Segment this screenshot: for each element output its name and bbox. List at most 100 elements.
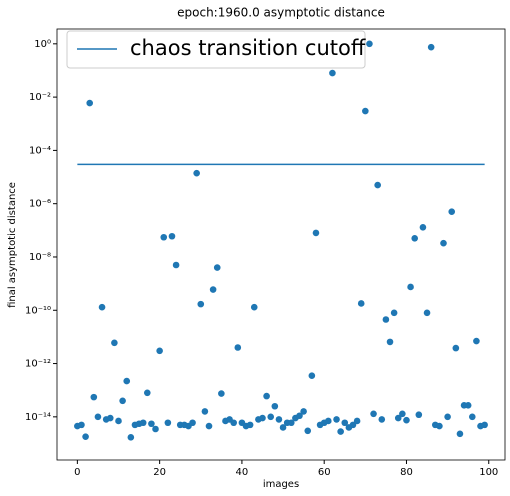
point xyxy=(444,413,451,421)
point xyxy=(337,428,344,435)
y-tick-label: 10⁻⁴ xyxy=(29,145,51,156)
point xyxy=(246,421,254,429)
point xyxy=(213,264,221,271)
point xyxy=(78,421,85,429)
point xyxy=(86,99,94,107)
y-tick-label: 10⁻¹⁴ xyxy=(25,412,51,423)
point xyxy=(82,433,89,440)
point xyxy=(152,425,159,433)
point xyxy=(353,417,361,425)
point xyxy=(156,347,163,355)
chart-title: epoch:1960.0 asymptotic distance xyxy=(177,6,385,20)
point xyxy=(90,393,98,401)
point xyxy=(250,303,258,311)
point xyxy=(123,377,131,385)
point xyxy=(275,416,283,423)
point xyxy=(394,414,402,422)
point xyxy=(407,283,414,291)
point xyxy=(168,232,176,240)
point xyxy=(111,339,118,347)
point xyxy=(271,402,279,410)
point xyxy=(193,169,200,177)
point xyxy=(325,417,332,425)
x-tick-label: 60 xyxy=(318,467,331,478)
y-tick-label: 10⁻⁸ xyxy=(29,252,51,263)
point xyxy=(279,424,287,431)
point xyxy=(423,309,431,317)
x-tick-label: 40 xyxy=(236,467,249,478)
point xyxy=(456,430,464,438)
point xyxy=(267,413,275,421)
y-tick-label: 10⁻¹² xyxy=(25,359,51,370)
point xyxy=(230,419,237,427)
point xyxy=(197,300,205,308)
point xyxy=(419,223,427,231)
point xyxy=(205,422,213,430)
point xyxy=(218,390,225,397)
point xyxy=(160,233,168,241)
y-tick-label: 10⁻⁶ xyxy=(29,199,51,210)
x-tick-label: 0 xyxy=(74,467,80,478)
y-axis-label: final asymptotic distance xyxy=(7,182,18,308)
point xyxy=(374,181,381,189)
point xyxy=(411,235,419,242)
x-tick-label: 20 xyxy=(153,467,166,478)
x-tick-label: 100 xyxy=(479,467,498,478)
legend: chaos transition cutoff xyxy=(66,30,366,69)
point xyxy=(287,419,295,427)
point xyxy=(427,43,435,51)
point xyxy=(106,414,114,422)
point xyxy=(312,229,320,237)
point xyxy=(390,309,398,317)
point xyxy=(386,338,394,346)
legend-box xyxy=(66,30,366,69)
point xyxy=(370,410,377,418)
point xyxy=(440,239,447,247)
axes-frame xyxy=(56,28,506,461)
point xyxy=(172,261,180,269)
point xyxy=(415,411,423,419)
point xyxy=(382,316,390,323)
point xyxy=(341,419,349,427)
point xyxy=(468,413,476,421)
point xyxy=(308,372,316,380)
y-tick-label: 10⁻¹⁰ xyxy=(25,305,51,316)
point xyxy=(436,422,443,430)
point xyxy=(329,69,336,77)
point xyxy=(296,412,303,420)
point xyxy=(127,434,135,441)
point xyxy=(259,414,266,422)
point xyxy=(481,421,488,429)
point xyxy=(473,337,480,345)
point xyxy=(378,416,386,423)
y-tick-label: 10⁻² xyxy=(29,92,51,103)
y-tick-label: 10⁰ xyxy=(34,39,51,50)
point xyxy=(304,427,312,435)
point xyxy=(164,419,172,427)
point xyxy=(464,402,472,409)
point xyxy=(357,300,365,307)
point xyxy=(403,416,410,424)
point xyxy=(300,408,307,415)
point xyxy=(189,419,196,427)
point xyxy=(143,389,151,397)
x-axis-label: images xyxy=(263,479,299,490)
point xyxy=(263,392,270,400)
point xyxy=(148,420,155,428)
point xyxy=(115,417,122,425)
point xyxy=(234,344,242,351)
point xyxy=(399,410,406,418)
point xyxy=(209,286,217,293)
legend-label: chaos transition cutoff xyxy=(130,36,366,60)
point xyxy=(94,413,102,421)
point xyxy=(139,419,147,427)
point xyxy=(201,408,209,415)
point xyxy=(448,208,456,216)
point xyxy=(119,397,126,405)
point xyxy=(98,303,106,311)
point xyxy=(333,416,340,423)
point xyxy=(366,40,373,48)
point xyxy=(349,421,357,429)
